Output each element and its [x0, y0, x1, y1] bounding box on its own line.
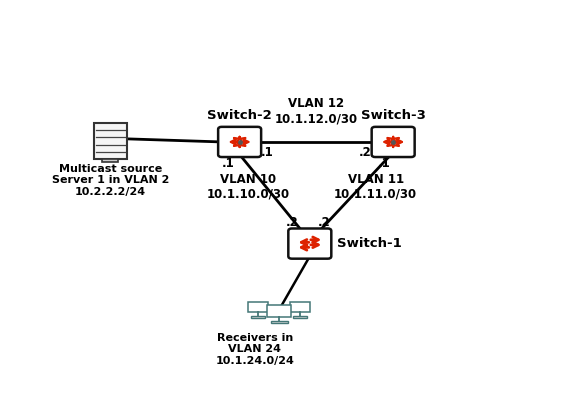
FancyBboxPatch shape [372, 127, 415, 157]
Text: VLAN 10
10.1.10.0/30: VLAN 10 10.1.10.0/30 [207, 173, 290, 201]
Text: Switch-2: Switch-2 [207, 109, 272, 122]
Bar [293, 316, 307, 318]
Bar [290, 302, 310, 312]
Bar [248, 302, 268, 312]
Text: .2: .2 [359, 146, 372, 159]
Text: Switch-1: Switch-1 [337, 237, 401, 250]
Text: Switch-3: Switch-3 [361, 109, 426, 122]
Bar [267, 305, 291, 317]
Text: Receivers in
VLAN 24
10.1.24.0/24: Receivers in VLAN 24 10.1.24.0/24 [216, 333, 294, 366]
Bar [102, 159, 118, 162]
Text: VLAN 12
10.1.12.0/30: VLAN 12 10.1.12.0/30 [275, 97, 358, 125]
Text: .2: .2 [318, 216, 331, 230]
Text: .1: .1 [222, 157, 234, 170]
Text: .2: .2 [286, 216, 299, 230]
FancyBboxPatch shape [218, 127, 261, 157]
FancyBboxPatch shape [288, 228, 331, 259]
Bar [271, 320, 288, 323]
Text: .1: .1 [378, 157, 391, 170]
Bar [251, 316, 265, 318]
Text: VLAN 11
10.1.11.0/30: VLAN 11 10.1.11.0/30 [334, 173, 417, 201]
Bar [94, 123, 127, 159]
Text: .1: .1 [261, 146, 274, 159]
Text: Multicast source
Server 1 in VLAN 2
10.2.2.2/24: Multicast source Server 1 in VLAN 2 10.2… [52, 164, 169, 197]
